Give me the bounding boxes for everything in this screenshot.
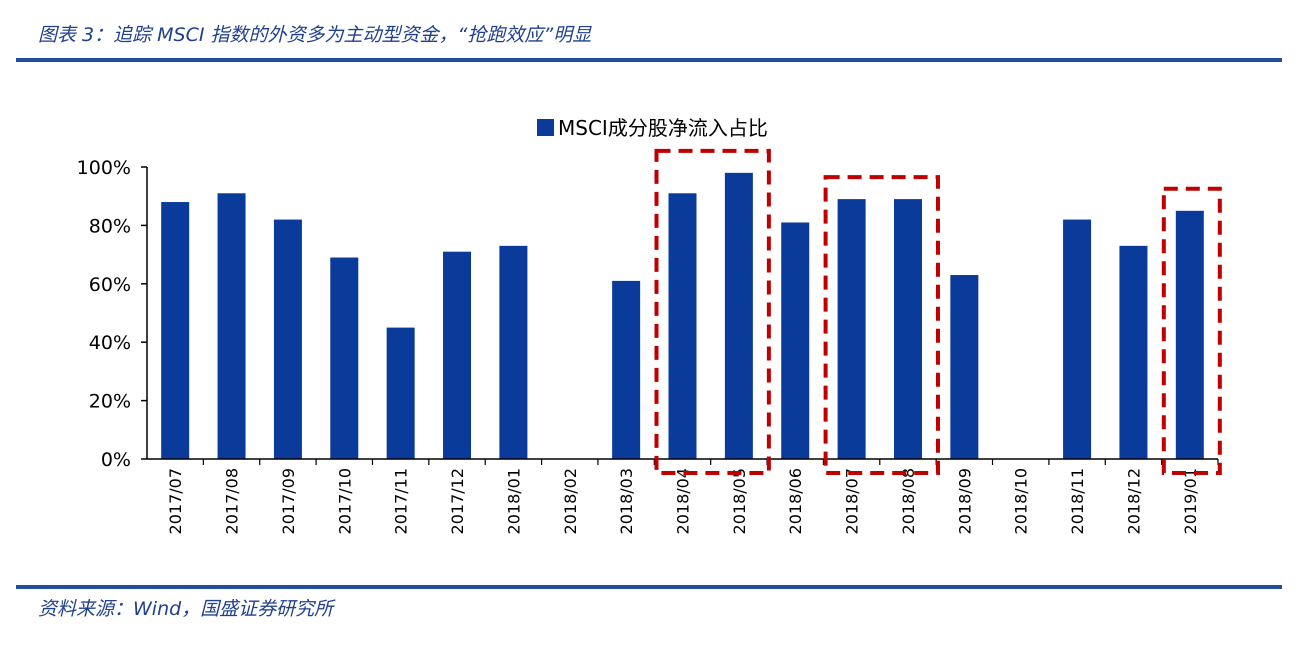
highlight-box bbox=[823, 175, 940, 476]
legend-label: MSCI成分股净流入占比 bbox=[558, 116, 768, 140]
x-tick-label: 2017/09 bbox=[279, 468, 298, 534]
x-axis: 2017/07 2017/08 2017/09 2017/10 2017/11 2017/… bbox=[147, 458, 1219, 534]
x-tick-label: 2018/02 bbox=[561, 468, 580, 534]
source-note: 资料来源：Wind，国盛证券研究所 bbox=[38, 598, 334, 620]
y-tick-label: 0% bbox=[101, 449, 131, 471]
x-tick-label: 2018/06 bbox=[786, 468, 805, 534]
y-tick-label: 80% bbox=[89, 215, 131, 237]
bar bbox=[668, 193, 697, 459]
highlight-boxes bbox=[654, 148, 1222, 476]
x-tick-label: 2017/08 bbox=[223, 468, 242, 534]
chart-legend: MSCI成分股净流入占比 bbox=[537, 116, 768, 140]
bar bbox=[1119, 245, 1148, 459]
x-tick-label: 2018/01 bbox=[504, 468, 523, 534]
x-tick-label: 2018/03 bbox=[617, 468, 636, 534]
y-tick-label: 60% bbox=[89, 274, 131, 296]
bar bbox=[443, 251, 472, 459]
highlight-box bbox=[654, 148, 771, 475]
top-rule bbox=[16, 58, 1282, 62]
bar bbox=[724, 172, 753, 459]
bar bbox=[612, 280, 641, 459]
bar bbox=[273, 219, 302, 459]
x-tick-label: 2018/04 bbox=[674, 468, 693, 534]
figure-caption: 图表 3：追踪 MSCI 指数的外资多为主动型资金，“抢跑效应”明显 bbox=[38, 24, 592, 46]
bar bbox=[217, 193, 246, 459]
y-axis: 0% 20% 40% 60% 80% 100% bbox=[77, 157, 148, 471]
x-tick-label: 2018/09 bbox=[955, 468, 974, 534]
x-tick-label: 2017/11 bbox=[392, 468, 411, 534]
bar bbox=[330, 257, 359, 459]
bar bbox=[1063, 219, 1092, 459]
bar bbox=[1175, 210, 1204, 459]
y-tick-label: 100% bbox=[77, 157, 131, 179]
x-tick-label: 2018/05 bbox=[730, 468, 749, 534]
x-tick-label: 2017/12 bbox=[448, 468, 467, 534]
highlight-box bbox=[1161, 186, 1222, 476]
x-tick-label: 2018/10 bbox=[1012, 468, 1031, 534]
x-tick-label: 2017/07 bbox=[166, 468, 185, 534]
x-tick-label: 2018/11 bbox=[1068, 468, 1087, 534]
x-tick-label: 2017/10 bbox=[335, 468, 354, 534]
bar bbox=[893, 199, 922, 459]
bar bbox=[781, 222, 810, 459]
x-tick-label: 2019/01 bbox=[1181, 468, 1200, 534]
bottom-rule bbox=[16, 585, 1282, 589]
x-tick-label: 2018/07 bbox=[843, 468, 862, 534]
bars bbox=[161, 172, 1204, 460]
bar bbox=[499, 245, 528, 459]
bar bbox=[161, 202, 190, 460]
bar bbox=[837, 199, 866, 459]
bar bbox=[386, 327, 415, 459]
legend-swatch bbox=[537, 119, 554, 136]
bar-chart: MSCI成分股净流入占比 0%20%40%60%80%100% 2017/07 2… bbox=[77, 116, 1222, 534]
x-tick-label: 2018/12 bbox=[1124, 468, 1143, 534]
bar bbox=[950, 275, 979, 459]
y-tick-label: 20% bbox=[89, 391, 131, 413]
x-tick-label: 2018/08 bbox=[899, 468, 918, 534]
y-tick-label: 40% bbox=[89, 332, 131, 354]
